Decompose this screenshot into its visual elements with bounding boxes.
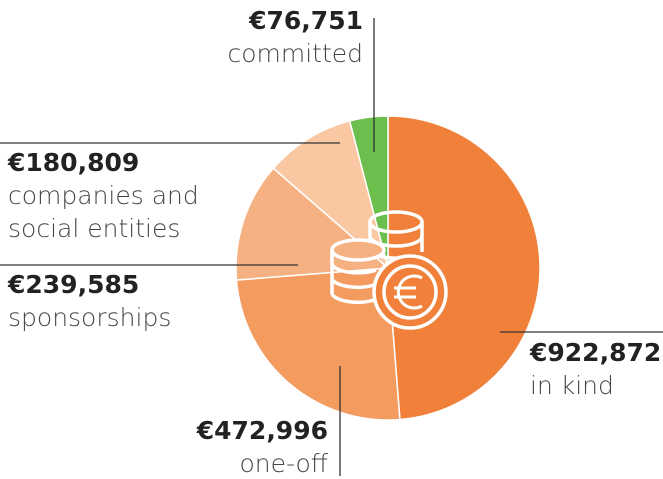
value-label: €922,872 bbox=[530, 338, 662, 367]
value-label: €472,996 bbox=[196, 416, 328, 445]
value-label: €239,585 bbox=[8, 270, 140, 299]
category-label: committed bbox=[227, 39, 363, 68]
pie-slice bbox=[235, 267, 401, 421]
value-label: €76,751 bbox=[249, 6, 363, 35]
category-label: sponsorships bbox=[8, 303, 172, 332]
slice-label: €180,809 companies and social entities bbox=[8, 146, 228, 245]
pie-slice bbox=[387, 115, 541, 421]
category-label: one-off bbox=[239, 449, 328, 478]
pie-slice bbox=[272, 119, 390, 271]
slice-label: €239,585 sponsorships bbox=[8, 268, 268, 334]
slice-label: €922,872 in kind bbox=[530, 336, 663, 402]
category-label: companies and social entities bbox=[8, 181, 199, 243]
coins-icon bbox=[330, 210, 448, 330]
value-label: €180,809 bbox=[8, 148, 140, 177]
slice-label: €472,996 one-off bbox=[100, 414, 328, 479]
slice-label: €76,751 committed bbox=[100, 4, 363, 70]
category-label: in kind bbox=[530, 371, 614, 400]
